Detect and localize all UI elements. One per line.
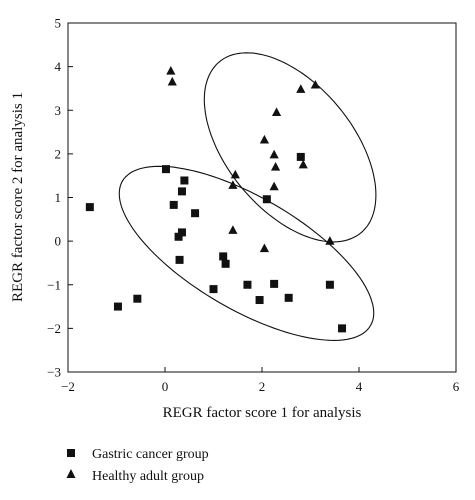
- gastric-cancer-point: [262, 195, 271, 204]
- healthy-adult-point: [230, 169, 240, 179]
- healthy-adult-point: [228, 180, 238, 189]
- healthy-adult-point: [298, 159, 308, 169]
- y-tick-label: 4: [55, 59, 62, 74]
- gastric-cancer-point: [180, 176, 189, 185]
- x-axis-label: REGR factor score 1 for analysis: [163, 405, 362, 421]
- y-tick-label: −2: [47, 321, 61, 336]
- gastric-cancer-point: [177, 187, 186, 196]
- x-tick-label: −2: [61, 379, 75, 394]
- gastric-cancer-point: [209, 285, 218, 294]
- x-tick-label: 2: [259, 379, 266, 394]
- y-tick-label: 0: [55, 234, 62, 249]
- gastric-cancer-point: [113, 302, 122, 311]
- healthy-adult-point: [296, 84, 306, 93]
- healthy-adult-point: [310, 79, 320, 89]
- gastric-cancer-point: [191, 209, 200, 218]
- gastric-cancer-point: [85, 203, 94, 212]
- legend-label-healthy: Healthy adult group: [92, 469, 204, 484]
- gastric-cancer-point: [221, 259, 230, 268]
- legend-triangle-marker: [66, 469, 76, 478]
- healthy-adult-point: [228, 225, 238, 234]
- gastric-cancer-point: [175, 255, 184, 264]
- confidence-ellipse: [118, 165, 375, 341]
- gastric-cancer-point: [161, 165, 170, 174]
- x-tick-label: 6: [453, 379, 460, 394]
- healthy-adult-point: [167, 76, 177, 86]
- gastric-cancer-point: [296, 152, 305, 161]
- gastric-cancer-point: [169, 200, 178, 209]
- healthy-adult-point: [271, 107, 282, 117]
- y-tick-label: −1: [47, 277, 61, 292]
- gastric-cancer-point: [338, 324, 347, 333]
- gastric-cancer-point: [284, 293, 293, 302]
- legend-label-gastric: Gastric cancer group: [92, 447, 209, 462]
- healthy-adult-point: [259, 243, 270, 253]
- x-tick-label: 4: [356, 379, 363, 394]
- gastric-cancer-point: [243, 280, 252, 289]
- healthy-adult-point: [269, 149, 279, 159]
- healthy-adult-point: [259, 134, 270, 144]
- gastric-cancer-point: [219, 252, 228, 261]
- y-tick-label: 2: [55, 146, 62, 161]
- healthy-adult-point: [325, 236, 335, 245]
- gastric-cancer-point: [174, 232, 183, 241]
- y-tick-label: 5: [55, 16, 62, 31]
- healthy-adult-point: [166, 65, 176, 75]
- gastric-cancer-point: [177, 228, 186, 237]
- x-tick-label: 0: [162, 379, 169, 394]
- confidence-ellipse: [203, 52, 377, 243]
- y-tick-label: 1: [55, 190, 62, 205]
- y-axis-label: REGR factor score 2 for analysis 1: [10, 92, 26, 302]
- legend: Gastric cancer group Healthy adult group: [66, 447, 209, 484]
- healthy-adult-point: [269, 181, 279, 191]
- y-tick-label: −3: [47, 365, 61, 380]
- gastric-cancer-point: [133, 294, 142, 303]
- gastric-cancer-point: [255, 296, 264, 305]
- healthy-adult-point: [270, 161, 281, 171]
- gastric-cancer-point: [325, 280, 334, 289]
- y-tick-label: 3: [55, 103, 62, 118]
- legend-square-marker: [67, 449, 75, 457]
- gastric-cancer-point: [270, 279, 279, 288]
